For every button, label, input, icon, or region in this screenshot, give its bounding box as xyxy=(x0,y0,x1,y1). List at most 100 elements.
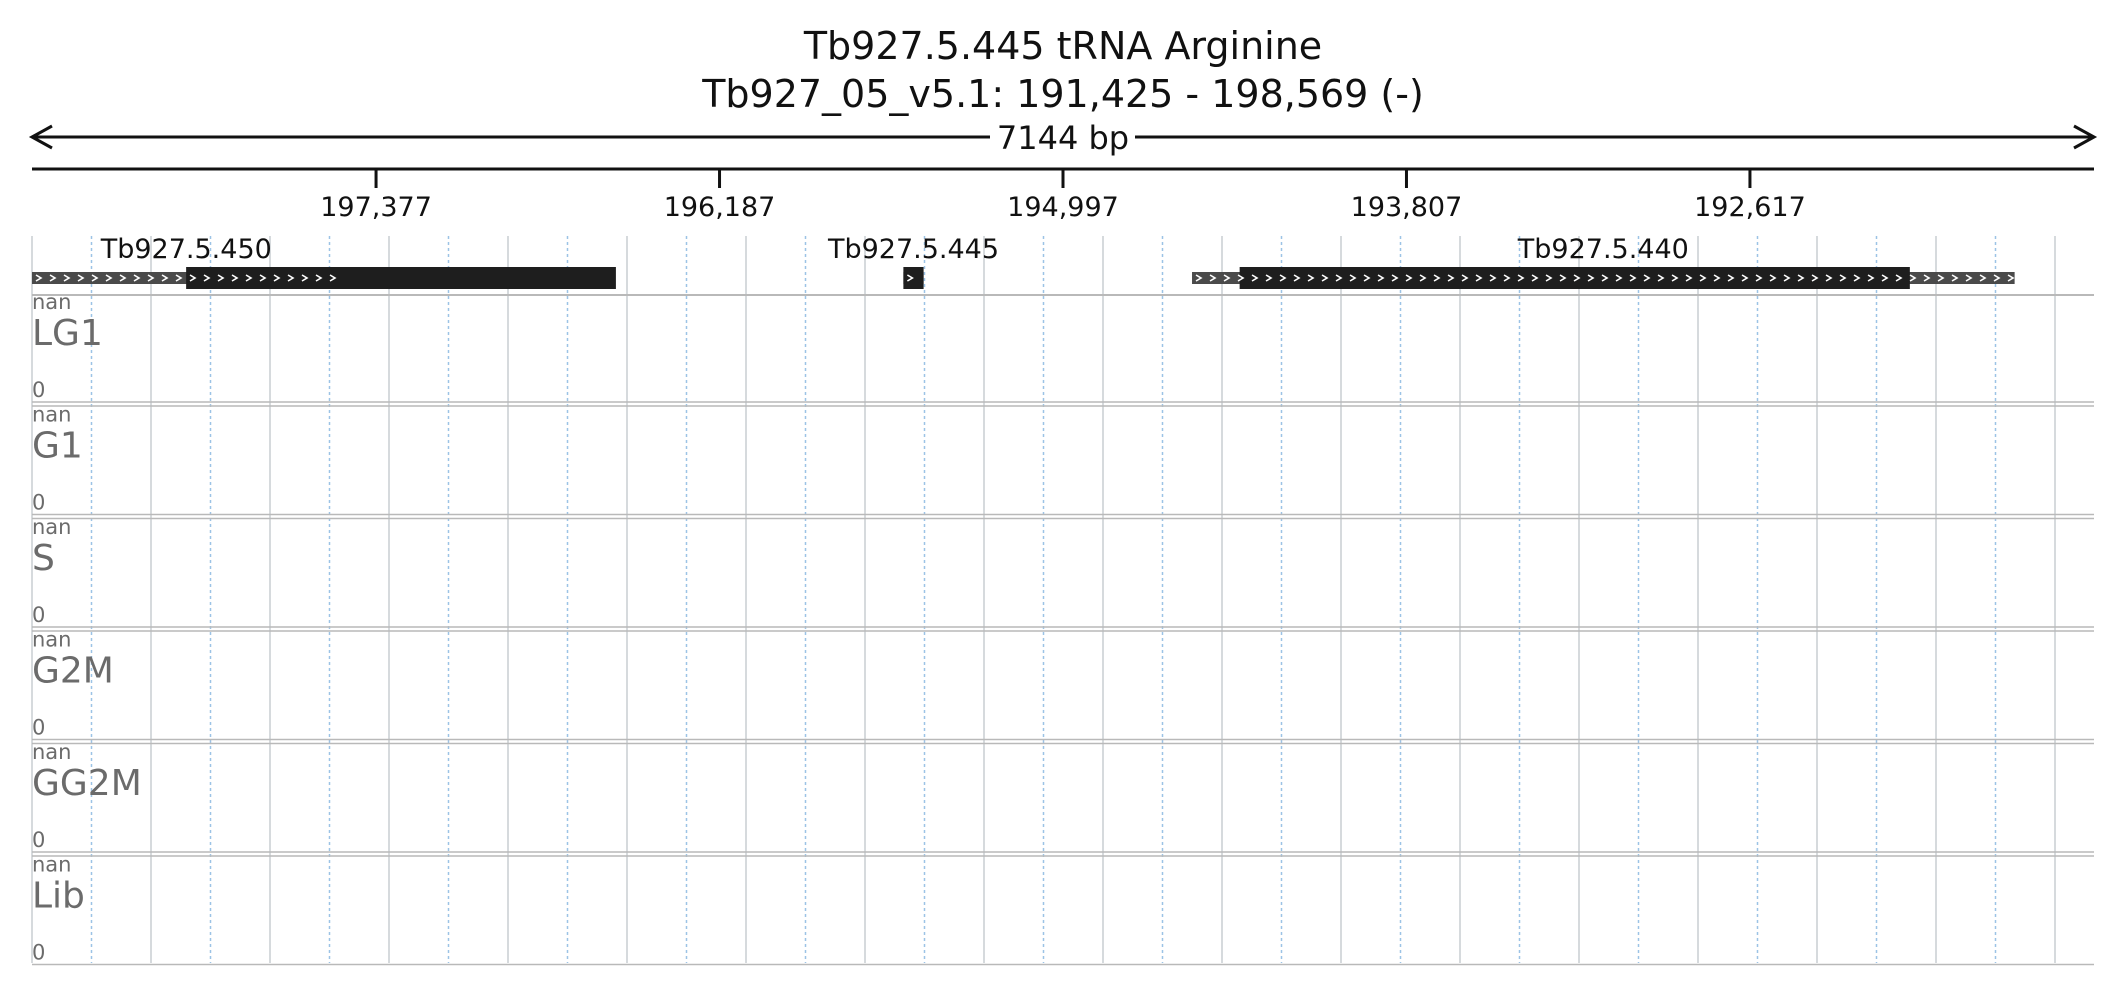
chevron-right-icon xyxy=(1265,274,1273,282)
chevron-right-icon xyxy=(203,274,211,282)
track-max-label: nan xyxy=(32,515,72,539)
arrow-right-icon xyxy=(2073,124,2098,150)
chevron-right-icon xyxy=(1447,274,1455,282)
span-label: 7144 bp xyxy=(997,119,1129,157)
chevron-right-icon xyxy=(63,274,71,282)
chevron-right-icon xyxy=(1797,274,1805,282)
chevron-right-icon xyxy=(1909,274,1917,282)
chevron-right-icon xyxy=(1293,274,1301,282)
gene-cds xyxy=(186,267,616,289)
chevron-right-icon xyxy=(1377,274,1385,282)
gene-model: Tb927.5.450 xyxy=(32,234,616,289)
chevron-right-icon xyxy=(1825,274,1833,282)
arrow-left-icon xyxy=(28,124,53,150)
chevron-right-icon xyxy=(147,274,155,282)
chevron-right-icon xyxy=(1727,274,1735,282)
chevron-right-icon xyxy=(2007,274,2015,282)
chevron-right-icon xyxy=(1615,274,1623,282)
track-min-label: 0 xyxy=(32,491,45,515)
chevron-right-icon xyxy=(1839,274,1847,282)
track-min-label: 0 xyxy=(32,828,45,852)
chevron-right-icon xyxy=(1335,274,1343,282)
chevron-right-icon xyxy=(133,274,141,282)
chevron-right-icon xyxy=(273,274,281,282)
chevron-right-icon xyxy=(1965,274,1973,282)
chevron-right-icon xyxy=(1783,274,1791,282)
gene-cds xyxy=(1239,267,1910,289)
gene-label: Tb927.5.445 xyxy=(827,234,999,265)
chevron-right-icon xyxy=(1321,274,1329,282)
chevron-right-icon xyxy=(1517,274,1525,282)
chevron-right-icon xyxy=(175,274,183,282)
chevron-right-icon xyxy=(1223,274,1231,282)
axis-tick-label: 193,807 xyxy=(1351,192,1463,223)
strand-chevrons xyxy=(35,274,337,282)
chevron-right-icon xyxy=(259,274,267,282)
chevron-right-icon xyxy=(1279,274,1287,282)
chevron-right-icon xyxy=(1601,274,1609,282)
chevron-right-icon xyxy=(1237,274,1245,282)
chevron-right-icon xyxy=(1531,274,1539,282)
chevron-right-icon xyxy=(1643,274,1651,282)
chevron-right-icon xyxy=(1685,274,1693,282)
chevron-right-icon xyxy=(1881,274,1889,282)
axis-tick-label: 196,187 xyxy=(664,192,776,223)
chevron-right-icon xyxy=(77,274,85,282)
strand-chevrons xyxy=(906,274,914,282)
chevron-right-icon xyxy=(245,274,253,282)
chevron-right-icon xyxy=(287,274,295,282)
chevron-right-icon xyxy=(1741,274,1749,282)
chevron-right-icon xyxy=(315,274,323,282)
chevron-right-icon xyxy=(301,274,309,282)
chevron-right-icon xyxy=(1195,274,1203,282)
track-name-label: LG1 xyxy=(32,313,103,354)
track-min-label: 0 xyxy=(32,716,45,740)
track-max-label: nan xyxy=(32,290,72,314)
axis-ticks: 197,377 196,187 194,997 193,807 192,617 xyxy=(320,169,1806,223)
chevron-right-icon xyxy=(1867,274,1875,282)
chevron-right-icon xyxy=(1433,274,1441,282)
gene-model: Tb927.5.445 xyxy=(827,234,999,289)
chevron-right-icon xyxy=(1769,274,1777,282)
gene-label: Tb927.5.440 xyxy=(1517,234,1689,265)
strand-chevrons xyxy=(1195,274,2015,282)
chevron-right-icon xyxy=(217,274,225,282)
chevron-right-icon xyxy=(1699,274,1707,282)
gene-model: Tb927.5.440 xyxy=(1192,234,2015,289)
chevron-right-icon xyxy=(1307,274,1315,282)
grid-lines xyxy=(31,236,2056,963)
chevron-right-icon xyxy=(1895,274,1903,282)
chevron-right-icon xyxy=(1209,274,1217,282)
track-name-label: G1 xyxy=(32,426,83,467)
chevron-right-icon xyxy=(1461,274,1469,282)
track-max-label: nan xyxy=(32,628,72,652)
chevron-right-icon xyxy=(1587,274,1595,282)
track-name-label: G2M xyxy=(32,651,114,692)
chevron-right-icon xyxy=(49,274,57,282)
chevron-right-icon xyxy=(1951,274,1959,282)
chevron-right-icon xyxy=(1251,274,1259,282)
chevron-right-icon xyxy=(189,274,197,282)
track-max-label: nan xyxy=(32,740,72,764)
axis-tick-label: 197,377 xyxy=(320,192,432,223)
chevron-right-icon xyxy=(1811,274,1819,282)
track-min-label: 0 xyxy=(32,378,45,402)
chevron-right-icon xyxy=(1993,274,2001,282)
gene-track: Tb927.5.450 Tb927.5.445 Tb927.5.440 xyxy=(32,234,2094,296)
chevron-right-icon xyxy=(1937,274,1945,282)
track-min-label: 0 xyxy=(32,941,45,965)
chevron-right-icon xyxy=(1559,274,1567,282)
chevron-right-icon xyxy=(1419,274,1427,282)
chevron-right-icon xyxy=(1573,274,1581,282)
track-min-label: 0 xyxy=(32,603,45,627)
chevron-right-icon xyxy=(1629,274,1637,282)
chevron-right-icon xyxy=(1657,274,1665,282)
chevron-right-icon xyxy=(329,274,337,282)
